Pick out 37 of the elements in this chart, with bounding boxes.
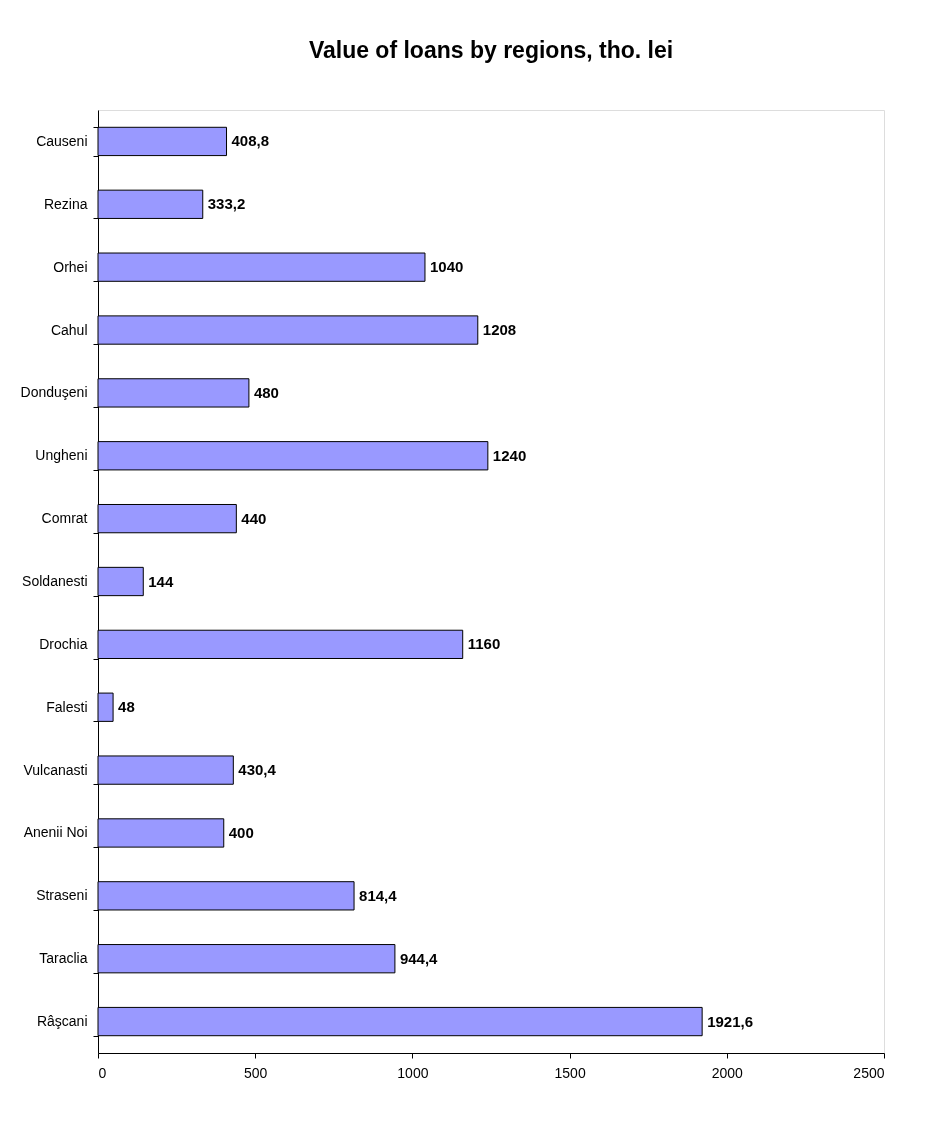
- y-tick-label: Soldanesti: [22, 573, 88, 589]
- y-tick-label: Falesti: [46, 698, 88, 715]
- data-label: 480: [253, 383, 279, 401]
- y-tick-label: Anenii Noi: [23, 824, 88, 841]
- data-label: 1921,6: [707, 1012, 754, 1030]
- y-tick-label: Comrat: [41, 510, 88, 527]
- x-tick-label: 0: [98, 1064, 107, 1081]
- data-label: 430,4: [238, 761, 277, 779]
- data-label: 400: [228, 823, 254, 841]
- y-tick-label: Straseni: [36, 887, 88, 904]
- data-label: 48: [118, 698, 135, 716]
- y-tick-label: Rezina: [43, 195, 88, 212]
- y-tick-label: Cahul: [50, 321, 88, 338]
- data-label: 1240: [492, 446, 527, 464]
- y-tick-label: Râşcani: [36, 1013, 88, 1030]
- y-tick-label: Vulcanasti: [23, 761, 88, 778]
- x-tick-label: 1500: [554, 1064, 586, 1081]
- y-tick-label: Ungheni: [35, 447, 88, 464]
- data-label: 1208: [482, 321, 517, 339]
- y-tick-label: Causeni: [36, 132, 88, 149]
- chart-title: Value of loans by regions, tho. lei: [308, 37, 674, 63]
- data-label: 440: [241, 509, 267, 527]
- x-tick-label: 500: [244, 1064, 268, 1081]
- x-tick-label: 1000: [397, 1064, 429, 1081]
- x-tick-label: 2500: [853, 1064, 885, 1081]
- data-label: 144: [148, 572, 174, 590]
- data-label: 814,4: [359, 886, 398, 904]
- y-tick-label: Donduşeni: [20, 384, 88, 401]
- y-tick-label: Taraclia: [39, 950, 88, 967]
- data-label: 944,4: [399, 949, 439, 967]
- data-label: 333,2: [207, 195, 246, 213]
- x-tick-label: 2000: [711, 1064, 744, 1081]
- y-tick-label: Drochia: [39, 635, 88, 652]
- data-label: 1040: [429, 258, 464, 276]
- data-label: 1160: [467, 635, 501, 653]
- y-tick-label: Orhei: [53, 258, 88, 275]
- data-label: 408,8: [231, 132, 270, 150]
